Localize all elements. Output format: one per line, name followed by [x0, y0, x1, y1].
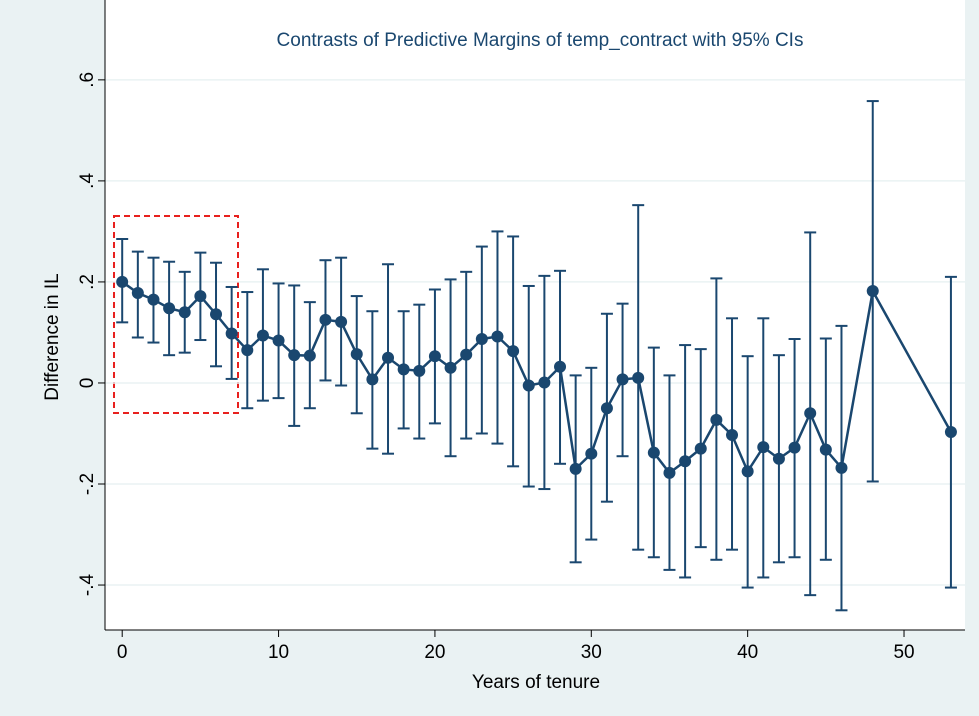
point [632, 371, 645, 384]
point [460, 348, 473, 361]
point [866, 285, 879, 298]
point [241, 344, 254, 357]
point [147, 293, 160, 306]
point [428, 350, 441, 363]
point [647, 446, 660, 459]
point [444, 361, 457, 374]
point [710, 413, 723, 426]
point [288, 349, 301, 362]
point [178, 306, 191, 319]
y-tick-label: 0 [77, 378, 98, 389]
point [616, 373, 629, 386]
point [522, 379, 535, 392]
point [507, 345, 520, 358]
x-tick-label: 20 [424, 642, 445, 663]
x-tick-label: 10 [268, 642, 289, 663]
point [303, 349, 316, 362]
point [538, 376, 551, 389]
point [569, 462, 582, 475]
y-tick-label: -.2 [77, 473, 98, 495]
point [491, 330, 504, 343]
x-tick-label: 30 [581, 642, 602, 663]
plot-area [105, 0, 965, 630]
y-tick-label: .2 [77, 274, 98, 290]
point [210, 308, 223, 321]
point [741, 465, 754, 478]
point [694, 442, 707, 455]
point [663, 466, 676, 479]
point [819, 443, 832, 456]
point [757, 441, 770, 454]
y-tick-label: .4 [77, 173, 98, 189]
point [944, 425, 957, 438]
point [397, 363, 410, 376]
point [585, 447, 598, 460]
point [475, 333, 488, 346]
x-tick-label: 40 [737, 642, 758, 663]
point [194, 290, 207, 303]
chart-title: Contrasts of Predictive Margins of temp_… [277, 30, 804, 51]
point [225, 327, 238, 340]
point [804, 407, 817, 420]
point [366, 373, 379, 386]
x-tick-label: 50 [893, 642, 914, 663]
point [131, 287, 144, 300]
x-axis-label: Years of tenure [472, 672, 600, 693]
point [554, 360, 567, 373]
point [256, 329, 269, 342]
point [835, 461, 848, 474]
point [350, 348, 363, 361]
point [679, 455, 692, 468]
point [788, 441, 801, 454]
y-axis-label: Difference in IL [42, 273, 63, 400]
point [116, 275, 129, 288]
point [600, 402, 613, 415]
point [163, 302, 176, 315]
point [772, 452, 785, 465]
x-tick-label: 0 [117, 642, 128, 663]
point [319, 313, 332, 326]
highlight-box [113, 215, 239, 414]
y-tick-label: -.4 [77, 574, 98, 597]
y-tick-label: .6 [77, 72, 98, 88]
point [272, 334, 285, 347]
point [382, 351, 395, 364]
point [726, 429, 739, 441]
point [335, 315, 348, 328]
point [413, 364, 426, 377]
